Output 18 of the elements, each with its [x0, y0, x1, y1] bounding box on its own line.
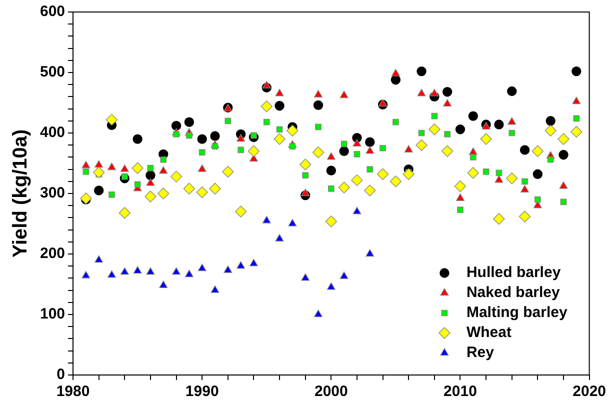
- y-tick-label: 400: [40, 124, 66, 142]
- y-tick-label: 0: [56, 366, 66, 384]
- y-axis-title: Yield (kg/10a): [10, 129, 32, 258]
- x-tick-label: 2000: [314, 383, 348, 400]
- legend-label: Malting barley: [466, 304, 568, 322]
- y-tick-label: 200: [40, 245, 66, 262]
- x-tick-label: 1980: [56, 383, 90, 400]
- y-tick-label: 500: [40, 64, 66, 81]
- y-tick-label: 600: [40, 3, 66, 20]
- y-tick-label: 100: [40, 306, 66, 323]
- legend-label: Wheat: [466, 324, 512, 342]
- legend-label: Naked barley: [466, 284, 560, 302]
- x-tick-label: 1990: [185, 383, 219, 400]
- x-tick-label: 2020: [572, 383, 606, 400]
- legend-label: Hulled barley: [466, 264, 562, 282]
- x-tick-label: 2010: [444, 383, 477, 400]
- legend-label: Rey: [466, 344, 495, 362]
- y-tick-label: 300: [40, 184, 66, 202]
